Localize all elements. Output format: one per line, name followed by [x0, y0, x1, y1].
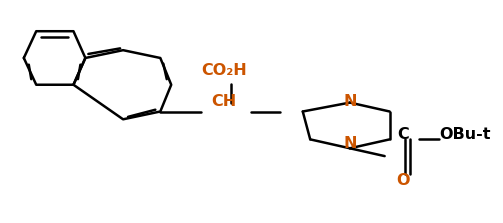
Text: O: O — [396, 173, 410, 188]
Text: OBu-t: OBu-t — [439, 127, 491, 142]
Text: CO₂H: CO₂H — [202, 63, 247, 78]
Text: N: N — [343, 94, 357, 109]
Text: CH: CH — [212, 94, 237, 109]
Text: C: C — [397, 127, 409, 142]
Text: N: N — [343, 136, 357, 151]
